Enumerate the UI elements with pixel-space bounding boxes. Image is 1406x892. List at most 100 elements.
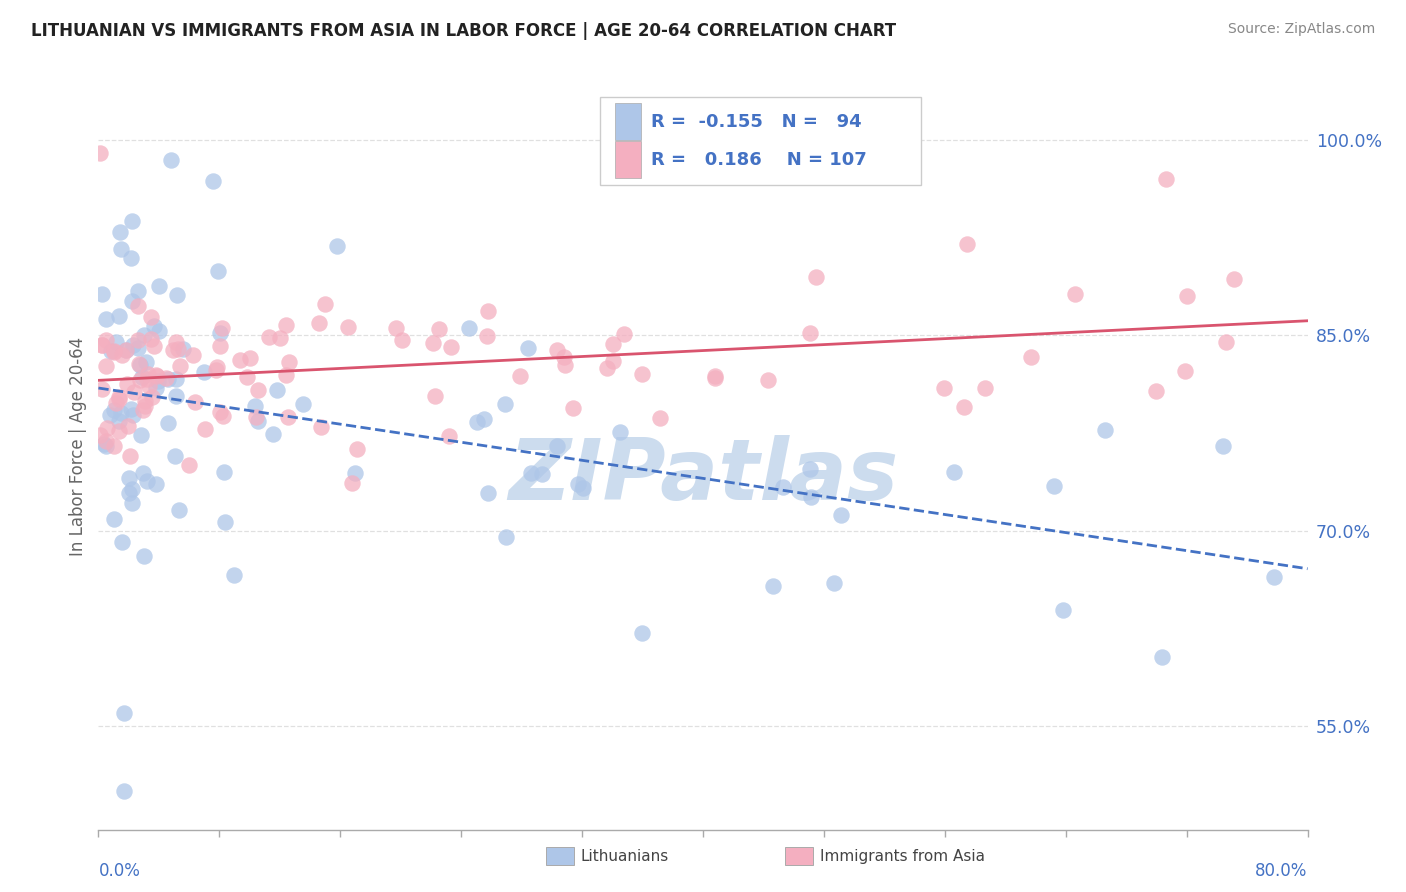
Point	[141, 390, 163, 404]
Point	[108, 390, 131, 404]
Point	[1021, 350, 1043, 364]
Point	[131, 403, 153, 417]
Point	[94, 333, 117, 347]
Point	[756, 372, 779, 386]
Point	[117, 419, 139, 434]
Point	[245, 410, 267, 425]
Point	[247, 413, 270, 427]
Point	[799, 326, 821, 341]
Point	[1043, 479, 1066, 493]
Point	[567, 476, 589, 491]
Point	[1175, 289, 1198, 303]
Point	[162, 343, 184, 357]
Point	[148, 279, 170, 293]
Point	[136, 368, 159, 382]
Point	[762, 579, 785, 593]
Point	[183, 347, 205, 361]
Point	[104, 334, 127, 349]
Point	[103, 439, 125, 453]
Point	[1263, 570, 1285, 584]
Point	[108, 424, 131, 438]
Text: LITHUANIAN VS IMMIGRANTS FROM ASIA IN LABOR FORCE | AGE 20-64 CORRELATION CHART: LITHUANIAN VS IMMIGRANTS FROM ASIA IN LA…	[31, 22, 896, 40]
Point	[631, 626, 654, 640]
Point	[184, 395, 207, 409]
Point	[211, 321, 233, 335]
Point	[108, 414, 131, 428]
Point	[121, 337, 143, 351]
Point	[122, 384, 145, 399]
Point	[169, 359, 191, 373]
Point	[472, 412, 495, 426]
Point	[823, 576, 845, 591]
Point	[105, 396, 128, 410]
Point	[89, 146, 111, 161]
Point	[704, 369, 727, 384]
Point	[127, 341, 149, 355]
Point	[94, 312, 117, 326]
Bar	[614, 142, 641, 178]
Point	[193, 365, 215, 379]
Point	[179, 458, 201, 472]
Point	[214, 515, 236, 529]
Point	[830, 508, 852, 522]
Point	[207, 264, 229, 278]
Point	[139, 332, 162, 346]
Point	[145, 381, 167, 395]
Point	[139, 310, 162, 325]
Y-axis label: In Labor Force | Age 20-64: In Labor Force | Age 20-64	[69, 336, 87, 556]
Point	[457, 321, 479, 335]
Point	[630, 367, 652, 381]
Point	[120, 252, 142, 266]
Point	[208, 405, 231, 419]
Point	[530, 467, 553, 481]
Point	[1094, 423, 1116, 437]
Point	[94, 434, 117, 448]
Point	[554, 358, 576, 372]
Point	[477, 329, 499, 343]
Point	[602, 337, 624, 351]
Point	[96, 421, 118, 435]
Point	[98, 408, 121, 422]
Point	[108, 392, 131, 407]
Point	[155, 371, 177, 385]
Point	[291, 397, 314, 411]
Point	[146, 374, 169, 388]
Point	[103, 512, 125, 526]
Point	[439, 428, 461, 442]
Point	[494, 397, 516, 411]
Point	[128, 358, 150, 372]
Point	[122, 409, 145, 423]
Point	[1212, 439, 1234, 453]
Point	[804, 270, 827, 285]
Point	[228, 352, 250, 367]
Point	[520, 467, 543, 481]
Point	[278, 355, 301, 369]
Point	[131, 370, 153, 384]
Point	[1052, 602, 1074, 616]
Point	[110, 242, 132, 256]
Text: R =  -0.155   N =   94: R = -0.155 N = 94	[651, 112, 862, 130]
Point	[553, 351, 575, 365]
Point	[91, 338, 114, 352]
Point	[121, 294, 143, 309]
Point	[142, 339, 165, 353]
Point	[266, 383, 288, 397]
Point	[111, 348, 134, 362]
Point	[117, 486, 139, 500]
Point	[1152, 649, 1174, 664]
Point	[800, 490, 823, 504]
Text: Immigrants from Asia: Immigrants from Asia	[820, 849, 984, 863]
Point	[609, 425, 631, 439]
Point	[112, 783, 135, 797]
Point	[111, 535, 134, 549]
Point	[956, 237, 979, 252]
Point	[121, 495, 143, 509]
Point	[166, 288, 188, 302]
Point	[132, 466, 155, 480]
Point	[172, 342, 194, 356]
Point	[128, 357, 150, 371]
Point	[423, 389, 446, 403]
Point	[429, 322, 451, 336]
Point	[138, 379, 160, 393]
Point	[1064, 286, 1087, 301]
